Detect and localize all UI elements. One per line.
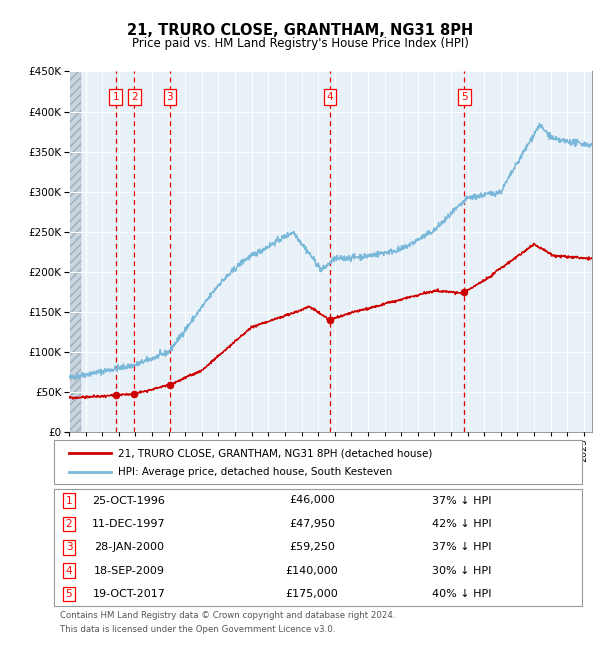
Text: 25-OCT-1996: 25-OCT-1996 xyxy=(92,495,166,506)
Text: 5: 5 xyxy=(65,589,73,599)
Text: Contains HM Land Registry data © Crown copyright and database right 2024.: Contains HM Land Registry data © Crown c… xyxy=(60,611,395,620)
Text: £59,250: £59,250 xyxy=(289,542,335,552)
Text: 1: 1 xyxy=(65,495,73,506)
Text: 3: 3 xyxy=(65,542,73,552)
Text: 21, TRURO CLOSE, GRANTHAM, NG31 8PH: 21, TRURO CLOSE, GRANTHAM, NG31 8PH xyxy=(127,23,473,38)
Text: £175,000: £175,000 xyxy=(286,589,338,599)
Text: 3: 3 xyxy=(167,92,173,102)
Text: Price paid vs. HM Land Registry's House Price Index (HPI): Price paid vs. HM Land Registry's House … xyxy=(131,37,469,50)
Text: 5: 5 xyxy=(461,92,467,102)
Text: 37% ↓ HPI: 37% ↓ HPI xyxy=(432,495,492,506)
Text: 30% ↓ HPI: 30% ↓ HPI xyxy=(433,566,491,576)
Text: 11-DEC-1997: 11-DEC-1997 xyxy=(92,519,166,529)
Text: 2: 2 xyxy=(65,519,73,529)
Text: 18-SEP-2009: 18-SEP-2009 xyxy=(94,566,164,576)
Text: 28-JAN-2000: 28-JAN-2000 xyxy=(94,542,164,552)
Text: 42% ↓ HPI: 42% ↓ HPI xyxy=(432,519,492,529)
Text: 19-OCT-2017: 19-OCT-2017 xyxy=(92,589,166,599)
Text: 21, TRURO CLOSE, GRANTHAM, NG31 8PH (detached house): 21, TRURO CLOSE, GRANTHAM, NG31 8PH (det… xyxy=(118,448,433,458)
Text: £46,000: £46,000 xyxy=(289,495,335,506)
Text: HPI: Average price, detached house, South Kesteven: HPI: Average price, detached house, Sout… xyxy=(118,467,392,477)
Text: £140,000: £140,000 xyxy=(286,566,338,576)
Text: 1: 1 xyxy=(112,92,119,102)
Text: 37% ↓ HPI: 37% ↓ HPI xyxy=(432,542,492,552)
Text: This data is licensed under the Open Government Licence v3.0.: This data is licensed under the Open Gov… xyxy=(60,625,335,634)
Text: 2: 2 xyxy=(131,92,138,102)
Text: 40% ↓ HPI: 40% ↓ HPI xyxy=(432,589,492,599)
Text: £47,950: £47,950 xyxy=(289,519,335,529)
Text: 4: 4 xyxy=(65,566,73,576)
Text: 4: 4 xyxy=(326,92,333,102)
